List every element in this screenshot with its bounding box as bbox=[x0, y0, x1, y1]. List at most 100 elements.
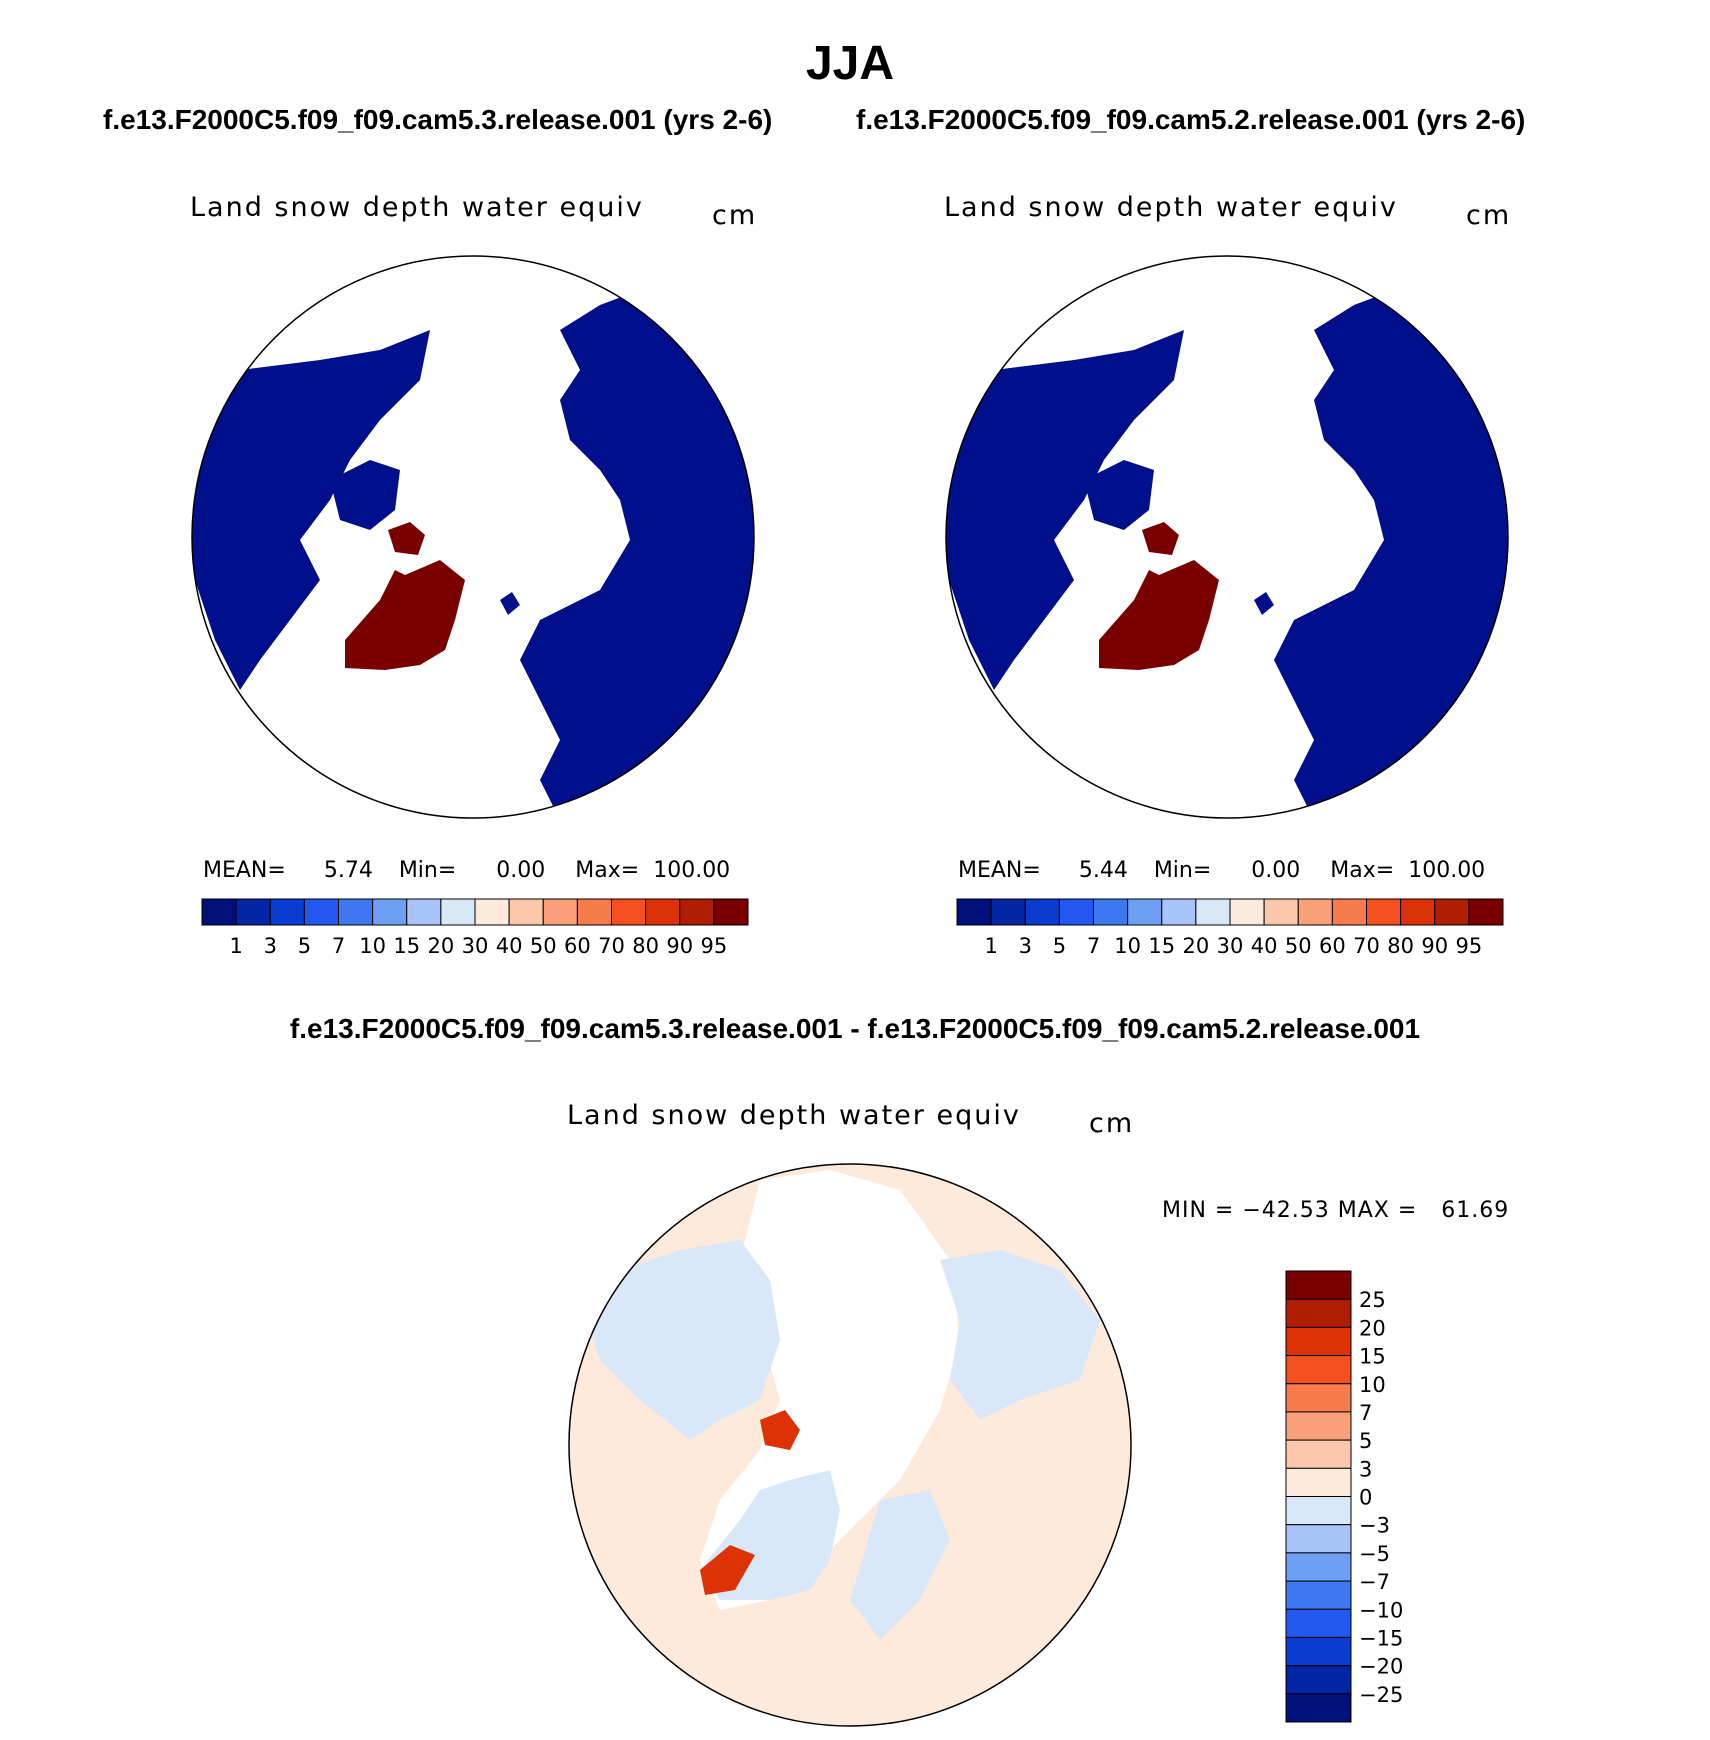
diff-units-label: cm bbox=[1089, 1108, 1135, 1139]
panel1-archipelago-snow bbox=[330, 460, 400, 530]
panel1-colorbar-swatch bbox=[713, 898, 749, 926]
panel2-colorbar-swatch bbox=[1400, 898, 1436, 926]
panel2-colorbar-swatch bbox=[1127, 898, 1163, 926]
diff-colorbar-swatch bbox=[1285, 1580, 1352, 1610]
panel1-ellesmere bbox=[388, 522, 425, 555]
diff-colorbar-swatch bbox=[1285, 1524, 1352, 1554]
diff-colorbar-tick-label: −5 bbox=[1359, 1542, 1390, 1566]
panel1-colorbar-swatch bbox=[303, 898, 339, 926]
diff-colorbar-tick-label: −7 bbox=[1359, 1570, 1390, 1594]
panel1-colorbar-swatch bbox=[338, 898, 374, 926]
diff-polar-map bbox=[568, 1163, 1132, 1727]
diff-neg-eurasia bbox=[580, 1240, 780, 1440]
panel2-colorbar-tick-label: 15 bbox=[1148, 934, 1175, 958]
diff-colorbar-swatch bbox=[1285, 1608, 1352, 1638]
panel2-colorbar-swatch bbox=[1024, 898, 1060, 926]
panel1-colorbar-tick-label: 95 bbox=[701, 934, 728, 958]
diff-colorbar-tick-label: 7 bbox=[1359, 1401, 1372, 1425]
panel1-colorbar-tick-label: 90 bbox=[666, 934, 693, 958]
panel2-colorbar-tick-label: 50 bbox=[1285, 934, 1312, 958]
panel1-colorbar-tick-label: 7 bbox=[332, 934, 345, 958]
panel1-colorbar: 1 3 5 7 10 15 20 30 40 50 60 70 80 90 95 bbox=[201, 898, 749, 958]
panel2-variable-label: Land snow depth water equiv bbox=[944, 192, 1398, 223]
panel1-colorbar-swatch bbox=[508, 898, 544, 926]
panel1-colorbar-swatch bbox=[474, 898, 510, 926]
panel2-colorbar-swatch bbox=[956, 898, 992, 926]
diff-colorbar-swatch bbox=[1285, 1411, 1352, 1441]
panel1-colorbar-tick-label: 1 bbox=[229, 934, 242, 958]
panel2-archipelago-snow bbox=[1084, 460, 1154, 530]
panel1-colorbar-tick-label: 5 bbox=[298, 934, 311, 958]
diff-colorbar-tick-label: 20 bbox=[1359, 1316, 1386, 1340]
diff-colorbar-swatch bbox=[1285, 1552, 1352, 1582]
diff-colorbar-tick-label: 25 bbox=[1359, 1288, 1386, 1312]
diff-colorbar-swatch bbox=[1285, 1298, 1352, 1328]
diff-colorbar-swatch bbox=[1285, 1383, 1352, 1413]
panel2-colorbar-tick-label: 3 bbox=[1019, 934, 1032, 958]
panel1-colorbar-swatch bbox=[679, 898, 715, 926]
panel1-colorbar-swatch bbox=[645, 898, 681, 926]
diff-colorbar: 25 20 15 10 7 5 3 0 −3 −5 −7 −10 −15 −20 −25 bbox=[1285, 1270, 1403, 1723]
case-a-title: f.e13.F2000C5.f09_f09.cam5.3.release.001… bbox=[103, 104, 773, 135]
panel1-colorbar-tick-label: 30 bbox=[462, 934, 489, 958]
panel1-max-value: 100.00 bbox=[653, 858, 731, 883]
panel2-colorbar-tick-label: 7 bbox=[1087, 934, 1100, 958]
panel2-ellesmere bbox=[1142, 522, 1179, 555]
panel1-min-value: 0.00 bbox=[496, 858, 546, 883]
panel2-colorbar-swatch bbox=[1468, 898, 1504, 926]
panel2-colorbar-tick-label: 40 bbox=[1251, 934, 1278, 958]
panel1-stats: MEAN= 5.74 Min= 0.00 Max= 100.00 bbox=[203, 858, 730, 883]
panel1-colorbar-tick-label: 40 bbox=[496, 934, 523, 958]
panel2-colorbar: 1 3 5 7 10 15 20 30 40 50 60 70 80 90 95 bbox=[956, 898, 1504, 958]
panel2-colorbar-tick-label: 90 bbox=[1421, 934, 1448, 958]
panel2-units-label: cm bbox=[1466, 200, 1512, 231]
season-title: JJA bbox=[805, 37, 895, 90]
panel2-colorbar-tick-label: 60 bbox=[1319, 934, 1346, 958]
panel2-colorbar-tick-label: 95 bbox=[1456, 934, 1483, 958]
diff-colorbar-tick-label: −25 bbox=[1359, 1683, 1403, 1707]
diff-colorbar-swatch bbox=[1285, 1467, 1352, 1497]
diff-colorbar-tick-label: −10 bbox=[1359, 1598, 1403, 1622]
diff-greenland-pos bbox=[700, 1545, 755, 1595]
panel1-mean-value: 5.74 bbox=[323, 858, 373, 883]
panel1-svalbard bbox=[500, 592, 520, 615]
panel2-namerica-snow bbox=[946, 330, 1184, 690]
panel2-colorbar-swatch bbox=[1229, 898, 1265, 926]
diff-neg-north bbox=[850, 1490, 950, 1640]
panel2-greenland bbox=[1099, 560, 1219, 670]
panel1-colorbar-swatch bbox=[576, 898, 612, 926]
panel2-min-label: Min= bbox=[1153, 858, 1212, 883]
panel2-polar-map bbox=[945, 255, 1509, 819]
panel2-colorbar-swatch bbox=[1195, 898, 1231, 926]
panel2-colorbar-tick-label: 30 bbox=[1217, 934, 1244, 958]
panel1-colorbar-swatch bbox=[201, 898, 237, 926]
panel2-min-value: 0.00 bbox=[1251, 858, 1301, 883]
panel2-colorbar-swatch bbox=[990, 898, 1026, 926]
panel2-colorbar-tick-label: 20 bbox=[1183, 934, 1210, 958]
diff-colorbar-swatch bbox=[1285, 1665, 1352, 1695]
panel2-stats: MEAN= 5.44 Min= 0.00 Max= 100.00 bbox=[958, 858, 1485, 883]
diff-colorbar-tick-label: 15 bbox=[1359, 1345, 1386, 1369]
panel2-colorbar-swatch bbox=[1263, 898, 1299, 926]
panel1-colorbar-tick-label: 10 bbox=[359, 934, 386, 958]
panel1-colorbar-swatch bbox=[269, 898, 305, 926]
panel1-colorbar-swatch bbox=[611, 898, 647, 926]
panel1-min-label: Min= bbox=[398, 858, 457, 883]
diff-colorbar-swatch bbox=[1285, 1355, 1352, 1385]
panel2-colorbar-tick-label: 80 bbox=[1387, 934, 1414, 958]
diff-colorbar-swatch bbox=[1285, 1636, 1352, 1667]
diff-minmax-label: MIN = −42.53 MAX = 61.69 bbox=[1162, 1198, 1510, 1223]
panel1-colorbar-swatch bbox=[406, 898, 442, 926]
diff-colorbar-tick-label: −20 bbox=[1359, 1655, 1403, 1679]
panel1-colorbar-tick-label: 50 bbox=[530, 934, 557, 958]
diff-variable-label: Land snow depth water equiv bbox=[567, 1100, 1021, 1131]
panel2-colorbar-tick-label: 1 bbox=[984, 934, 997, 958]
diff-colorbar-swatch bbox=[1285, 1496, 1352, 1526]
panel1-units-label: cm bbox=[712, 200, 758, 231]
panel2-mean-label: MEAN= bbox=[958, 858, 1041, 883]
diff-colorbar-tick-label: 5 bbox=[1359, 1429, 1372, 1453]
panel1-colorbar-swatch bbox=[440, 898, 476, 926]
diff-title: f.e13.F2000C5.f09_f09.cam5.3.release.001… bbox=[289, 1013, 1421, 1044]
panel2-max-value: 100.00 bbox=[1408, 858, 1486, 883]
